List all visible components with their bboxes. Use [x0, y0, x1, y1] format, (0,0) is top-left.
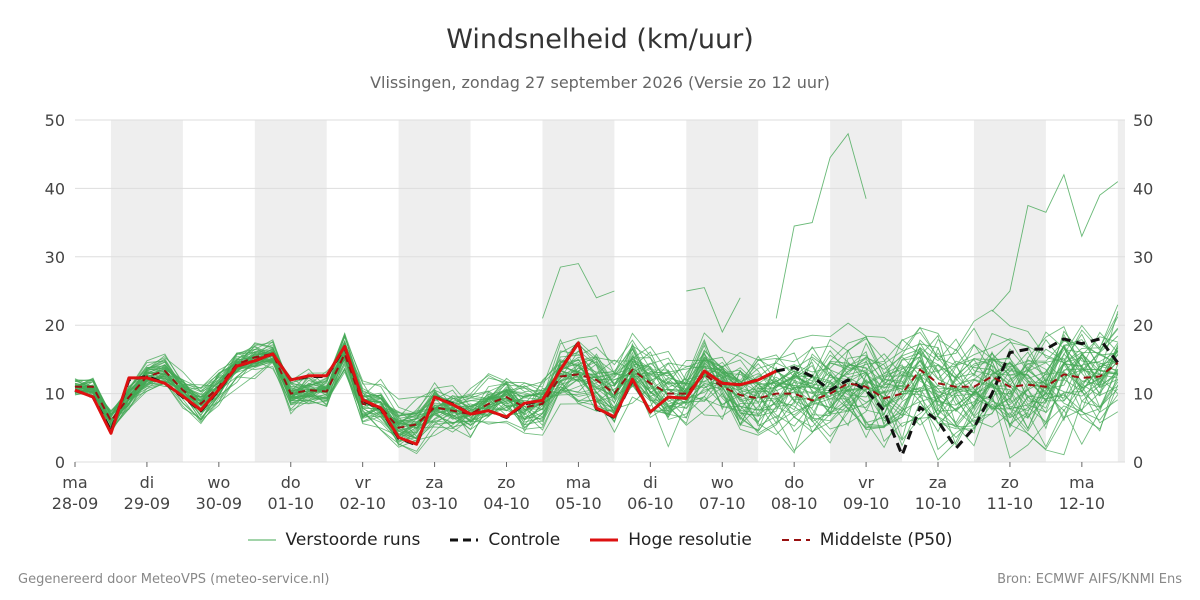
- x-tick-date-label: 03-10: [411, 494, 458, 513]
- y-tick-label-right: 10: [1133, 385, 1153, 404]
- y-tick-label-right: 30: [1133, 248, 1153, 267]
- x-tick-date-label: 04-10: [483, 494, 530, 513]
- y-tick-label-left: 30: [45, 248, 65, 267]
- x-tick-date-label: 11-10: [987, 494, 1034, 513]
- ensemble-member-line: [74, 338, 1118, 429]
- x-tick-date-label: 02-10: [339, 494, 386, 513]
- y-tick-label-right: 40: [1133, 179, 1153, 198]
- legend-item-control[interactable]: Controle: [450, 530, 560, 550]
- wind-speed-chart: 0 0 10 10 20 20 30 30 40 40 50 50 ma 28-09 di 29-09 wo 30…: [45, 111, 1154, 513]
- x-tick-date-label: 28-09: [52, 494, 99, 513]
- ensemble-member-line: [74, 343, 1119, 440]
- y-tick-label-right: 0: [1133, 453, 1143, 472]
- x-tick-day-label: ma: [566, 473, 591, 492]
- ensemble-member-line: [74, 344, 1119, 451]
- y-tick-label-left: 40: [45, 179, 65, 198]
- chart-subtitle: Vlissingen, zondag 27 september 2026 (Ve…: [370, 73, 830, 92]
- x-tick-day-label: zo: [497, 473, 515, 492]
- ensemble-member-line: [74, 346, 1119, 459]
- y-tick-label-right: 20: [1133, 316, 1153, 335]
- legend-label-median: Middelste (P50): [819, 530, 953, 550]
- x-tick-day-label: za: [929, 473, 947, 492]
- x-tick-day-label: di: [140, 473, 155, 492]
- ensemble-member-line: [74, 339, 1119, 433]
- ensemble-member-line: [75, 335, 1118, 428]
- x-tick-date-label: 05-10: [555, 494, 602, 513]
- x-tick-day-label: wo: [207, 473, 230, 492]
- x-tick-date-label: 29-09: [124, 494, 171, 513]
- ensemble-member-line: [542, 263, 615, 319]
- chart-title: Windsnelheid (km/uur): [446, 24, 754, 55]
- legend-swatch-perturbed: [247, 539, 276, 541]
- footer-generator: Gegenereerd door MeteoVPS (meteo-service…: [18, 572, 330, 587]
- x-tick-date-label: 07-10: [699, 494, 746, 513]
- chart-legend: Verstoorde runs Controle Hoge resolutie …: [0, 530, 1200, 550]
- x-tick-day-label: ma: [62, 473, 87, 492]
- ensemble-member-line: [74, 332, 1119, 431]
- legend-swatch-median: [781, 539, 810, 541]
- series-line-middelste-p50: [75, 352, 1119, 429]
- y-tick-label-left: 0: [55, 453, 65, 472]
- y-tick-label-left: 10: [45, 385, 65, 404]
- x-tick-day-label: wo: [711, 473, 734, 492]
- day-band: [1117, 120, 1125, 462]
- x-tick-day-label: do: [784, 473, 804, 492]
- x-tick-date-label: 10-10: [915, 494, 962, 513]
- x-tick-day-label: do: [281, 473, 301, 492]
- x-tick-day-label: zo: [1001, 473, 1019, 492]
- y-tick-label-left: 20: [45, 316, 65, 335]
- ensemble-member-line: [686, 287, 741, 334]
- legend-item-perturbed[interactable]: Verstoorde runs: [247, 530, 421, 550]
- x-tick-date-label: 01-10: [268, 494, 315, 513]
- x-tick-date-label: 30-09: [196, 494, 243, 513]
- legend-item-hires[interactable]: Hoge resolutie: [590, 530, 752, 550]
- x-tick-date-label: 09-10: [843, 494, 890, 513]
- ensemble-member-line: [991, 173, 1119, 312]
- ensemble-member-line: [775, 132, 867, 319]
- x-tick-day-label: za: [425, 473, 443, 492]
- ensemble-member-line: [74, 349, 1119, 439]
- legend-label-hires: Hoge resolutie: [628, 530, 752, 550]
- x-tick-day-label: vr: [355, 473, 371, 492]
- footer-source: Bron: ECMWF AIFS/KNMI Ens: [997, 572, 1182, 587]
- x-tick-date-label: 12-10: [1059, 494, 1106, 513]
- x-tick-date-label: 08-10: [771, 494, 818, 513]
- legend-swatch-hires: [590, 538, 619, 542]
- legend-swatch-control: [450, 538, 479, 542]
- x-tick-date-label: 06-10: [627, 494, 674, 513]
- x-tick-day-label: di: [643, 473, 658, 492]
- y-tick-label-right: 50: [1133, 111, 1153, 130]
- y-tick-label-left: 50: [45, 111, 65, 130]
- x-tick-day-label: ma: [1069, 473, 1094, 492]
- series-line-hoge-resolutie: [74, 341, 777, 446]
- ensemble-member-line: [74, 342, 1118, 431]
- x-tick-day-label: vr: [858, 473, 874, 492]
- legend-item-median[interactable]: Middelste (P50): [781, 530, 953, 550]
- legend-label-perturbed: Verstoorde runs: [285, 530, 421, 550]
- legend-label-control: Controle: [488, 530, 561, 550]
